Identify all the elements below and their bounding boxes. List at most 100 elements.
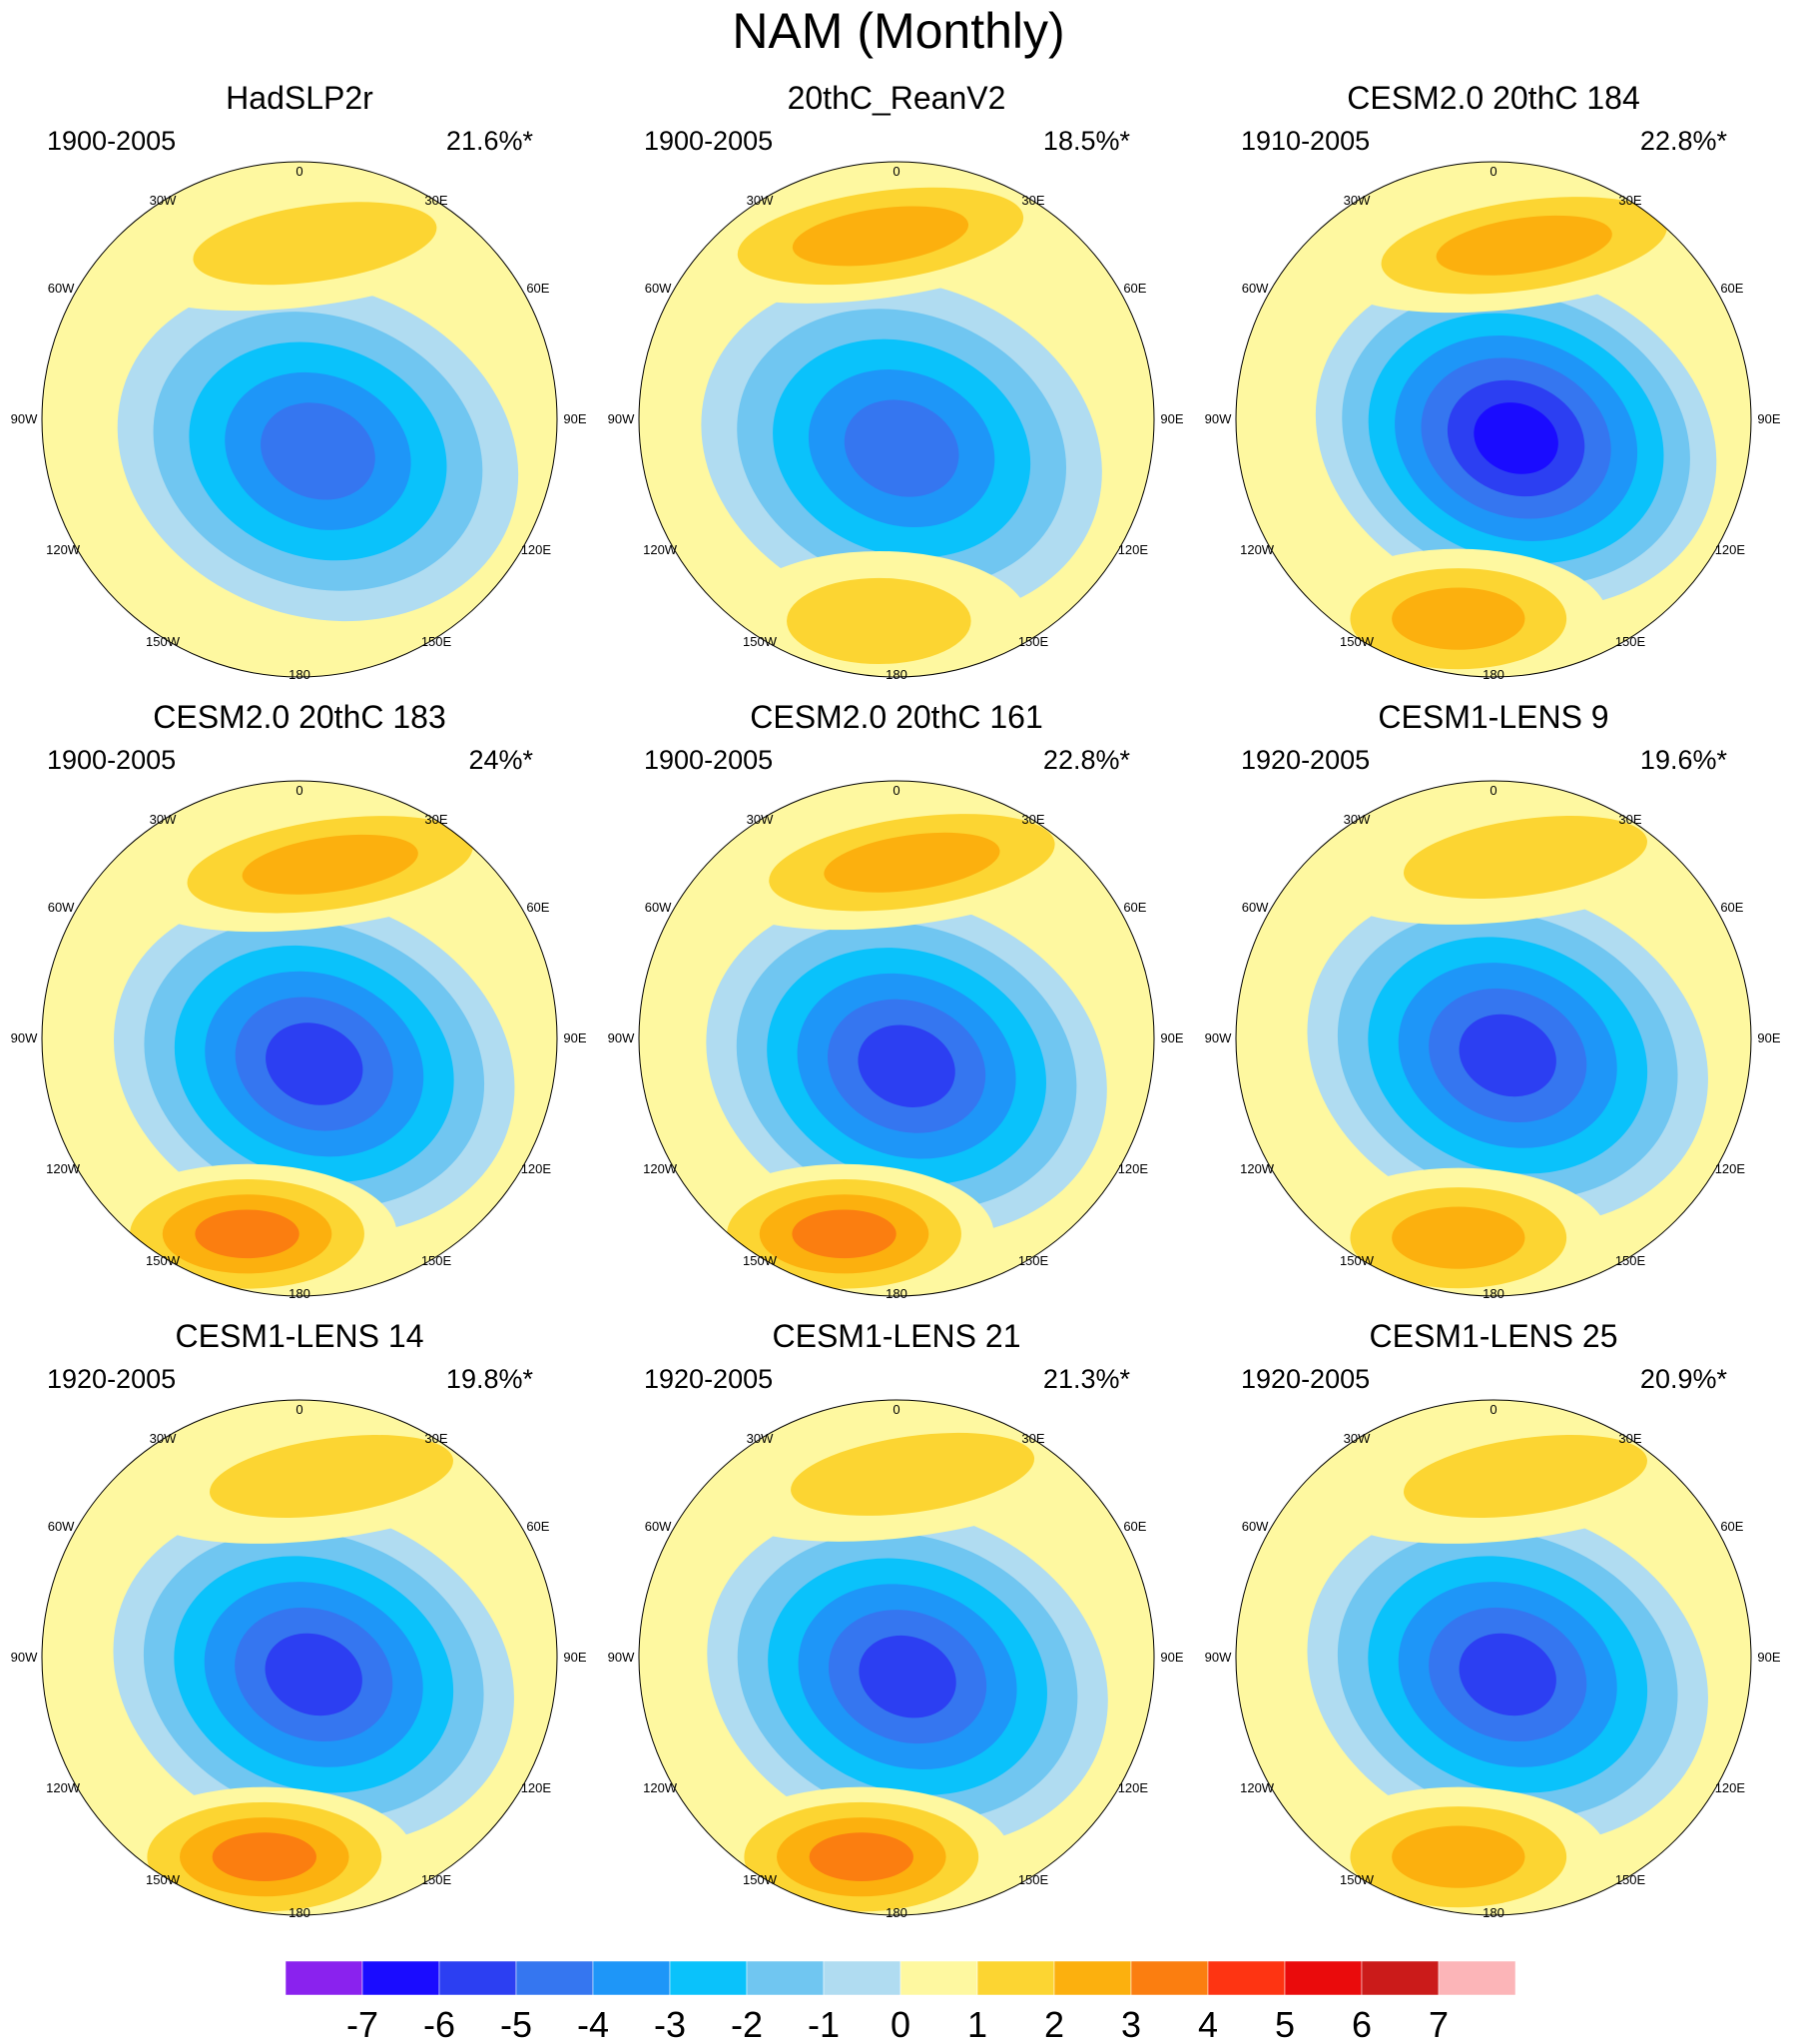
longitude-label: 180: [289, 1905, 310, 1920]
colorbar-tick-label: -2: [731, 2004, 763, 2044]
variance-label: 19.8%*: [445, 1364, 533, 1394]
longitude-label: 150E: [1018, 634, 1049, 649]
longitude-label: 90W: [1205, 1650, 1232, 1665]
longitude-label: 90E: [1160, 1650, 1183, 1665]
longitude-label: 120E: [1715, 1161, 1746, 1176]
longitude-label: 60E: [1123, 281, 1146, 296]
contour-level: [265, 1633, 362, 1716]
map-boundary: [41, 161, 558, 678]
longitude-label: 0: [893, 1402, 899, 1417]
longitude-label: 150W: [743, 1253, 778, 1268]
longitude-label: 90E: [1757, 411, 1780, 426]
panel-title: CESM2.0 20thC 184: [1347, 80, 1640, 116]
longitude-label: 60E: [526, 1519, 549, 1534]
period-label: 1900-2005: [47, 745, 177, 775]
colorbar-tick-label: 7: [1429, 2004, 1449, 2044]
longitude-label: 180: [1483, 667, 1504, 682]
map-boundary: [1235, 780, 1752, 1297]
contour-level: [859, 1635, 956, 1718]
longitude-label: 0: [1490, 164, 1497, 179]
contour-level: [1392, 587, 1525, 650]
colorbar-swatch: [285, 1960, 363, 1996]
map-panel: 180 150W 150E 120W 120E 90W 90E 60W 60E 30W 30E 0 CE…: [597, 699, 1196, 1318]
longitude-label: 90E: [1757, 1650, 1780, 1665]
panel-title: CESM2.0 20thC 183: [153, 699, 446, 735]
longitude-label: 0: [1490, 1402, 1497, 1417]
polar-map: 180 150W 150E 120W 120E 90W 90E 60W 60E 30W 30E 0: [1205, 1399, 1781, 1920]
longitude-label: 150E: [1615, 1253, 1646, 1268]
longitude-label: 120W: [643, 1780, 678, 1795]
colorbar-swatch: [823, 1960, 901, 1996]
longitude-label: 150W: [1340, 1872, 1375, 1887]
longitude-label: 180: [886, 1905, 907, 1920]
longitude-label: 150W: [1340, 634, 1375, 649]
longitude-label: 60W: [645, 281, 672, 296]
contour-level: [1404, 1435, 1647, 1518]
polar-map: 180 150W 150E 120W 120E 90W 90E 60W 60E 30W 30E 0: [1205, 161, 1781, 682]
panel-title: CESM1-LENS 9: [1378, 699, 1609, 735]
longitude-label: 90W: [608, 411, 635, 426]
longitude-label: 120W: [643, 542, 678, 557]
longitude-label: 150E: [1615, 1872, 1646, 1887]
panel-title: CESM1-LENS 21: [772, 1318, 1021, 1354]
polar-map: 180 150W 150E 120W 120E 90W 90E 60W 60E 30W 30E 0: [11, 161, 587, 682]
variance-label: 24%*: [468, 745, 533, 775]
contour-level: [1459, 1633, 1556, 1716]
longitude-label: 30W: [150, 1431, 177, 1446]
colorbar-swatch: [669, 1960, 748, 1996]
longitude-label: 120E: [521, 1780, 552, 1795]
colorbar-swatch: [592, 1960, 671, 1996]
longitude-label: 150W: [743, 634, 778, 649]
colorbar-swatch: [1053, 1960, 1132, 1996]
period-label: 1920-2005: [1241, 745, 1371, 775]
longitude-label: 30W: [747, 193, 774, 208]
map-boundary: [41, 1399, 558, 1916]
longitude-label: 60E: [1123, 900, 1146, 915]
longitude-label: 90E: [563, 1030, 586, 1045]
map-panel: 180 150W 150E 120W 120E 90W 90E 60W 60E 30W 30E 0 CE…: [597, 1318, 1196, 1937]
longitude-label: 150E: [1018, 1872, 1049, 1887]
longitude-label: 30W: [150, 812, 177, 827]
longitude-label: 120W: [1240, 1161, 1275, 1176]
period-label: 1920-2005: [47, 1364, 177, 1394]
colorbar-tick-label: 2: [1044, 2004, 1064, 2044]
longitude-label: 180: [289, 667, 310, 682]
longitude-label: 30W: [1344, 193, 1371, 208]
polar-map: 180 150W 150E 120W 120E 90W 90E 60W 60E 30W 30E 0: [608, 161, 1184, 682]
longitude-label: 120E: [1118, 542, 1149, 557]
longitude-label: 120E: [1715, 542, 1746, 557]
longitude-label: 60E: [526, 900, 549, 915]
longitude-label: 0: [1490, 783, 1497, 798]
longitude-label: 120W: [46, 1161, 81, 1176]
colorbar-tick-label: 0: [891, 2004, 910, 2044]
polar-map: 180 150W 150E 120W 120E 90W 90E 60W 60E 30W 30E 0: [11, 1399, 587, 1920]
contour-level: [242, 834, 418, 895]
colorbar-swatch: [746, 1960, 825, 1996]
contour-level: [858, 1024, 955, 1107]
longitude-label: 0: [296, 783, 302, 798]
colorbar-swatch: [438, 1960, 517, 1996]
longitude-label: 60W: [48, 900, 75, 915]
period-label: 1900-2005: [644, 126, 774, 156]
longitude-label: 90E: [563, 1650, 586, 1665]
longitude-label: 30E: [1021, 193, 1044, 208]
longitude-label: 60W: [1242, 1519, 1269, 1534]
variance-label: 22.8%*: [1042, 745, 1130, 775]
longitude-label: 90W: [1205, 411, 1232, 426]
longitude-label: 150W: [743, 1872, 778, 1887]
variance-label: 22.8%*: [1639, 126, 1727, 156]
contour-level: [266, 1022, 363, 1105]
colorbar-tick-label: 3: [1121, 2004, 1141, 2044]
colorbar-swatch: [515, 1960, 594, 1996]
map-panel: 180 150W 150E 120W 120E 90W 90E 60W 60E 30W 30E 0 CE…: [1194, 1318, 1793, 1937]
contour-level: [792, 1209, 897, 1259]
polar-map: 180 150W 150E 120W 120E 90W 90E 60W 60E 30W 30E 0: [608, 780, 1184, 1301]
longitude-label: 90W: [11, 411, 38, 426]
longitude-label: 30W: [747, 1431, 774, 1446]
longitude-label: 30E: [1021, 1431, 1044, 1446]
longitude-label: 30W: [1344, 1431, 1371, 1446]
longitude-label: 60W: [645, 900, 672, 915]
longitude-label: 60E: [1123, 1519, 1146, 1534]
polar-map: 180 150W 150E 120W 120E 90W 90E 60W 60E 30W 30E 0: [11, 780, 587, 1301]
